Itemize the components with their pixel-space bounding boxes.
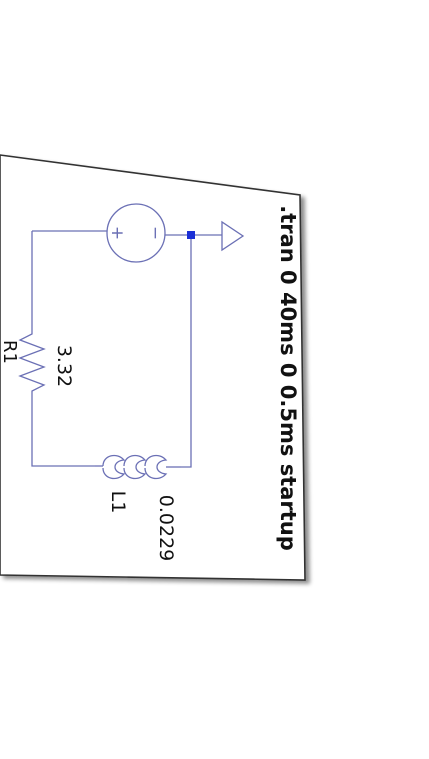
ground-symbol (221, 220, 245, 252)
resistor-symbol (18, 325, 46, 398)
junction-node (187, 231, 195, 239)
source-plus-sign: + (107, 226, 127, 240)
spice-directive: .tran 0 40ms 0 0.5ms startup (276, 205, 300, 551)
voltage-source: + − (106, 203, 166, 263)
inductor-value-label: 0.0229 (155, 495, 177, 561)
wire-right (181, 235, 192, 468)
source-minus-sign: − (145, 226, 165, 240)
resistor-value-label: 3.32 (53, 345, 75, 387)
resistor-ref-label: R1 (0, 340, 20, 364)
inductor-symbol (95, 454, 181, 480)
wire-left-bottom (31, 398, 95, 467)
circuit-wires (31, 230, 222, 468)
paper-sheet (0, 154, 306, 581)
inductor-ref-label: L1 (107, 491, 129, 514)
